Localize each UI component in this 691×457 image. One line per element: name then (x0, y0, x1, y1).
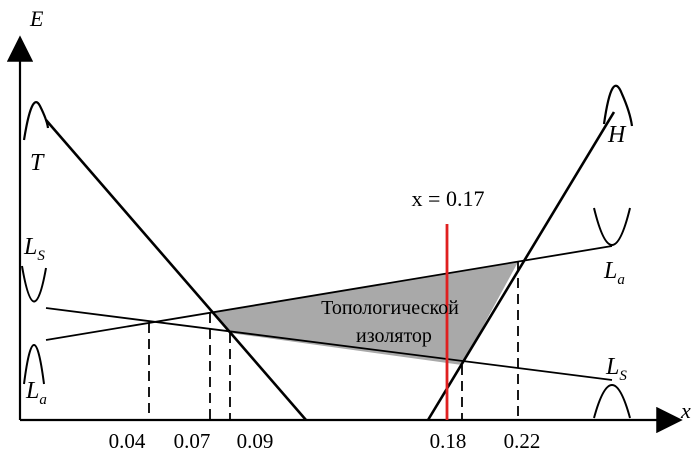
band-label-Ls-right: LS (605, 354, 627, 384)
tick-label-4: 0.22 (504, 429, 541, 453)
band-label-La-left: La (25, 378, 47, 408)
parabola-La-left (23, 344, 45, 385)
band-label-H: H (607, 122, 627, 148)
band-line-T (45, 119, 307, 421)
marker-label: x = 0.17 (412, 186, 485, 211)
parabola-Ls-right (593, 384, 631, 419)
tick-label-1: 0.07 (174, 429, 211, 453)
parabola-H (602, 84, 634, 127)
y-axis-label: E (29, 6, 44, 31)
band-label-T: T (30, 150, 45, 176)
tick-label-0: 0.04 (109, 429, 146, 453)
parabola-Ls-left (21, 265, 47, 303)
band-line-H (426, 111, 616, 421)
band-label-La-right: La (603, 258, 625, 288)
parabola-La-right (593, 207, 631, 246)
region-label-line2: изолятор (356, 325, 432, 347)
parabola-T (22, 101, 50, 141)
tick-label-2: 0.09 (237, 429, 274, 453)
region-label-line1: Топологической (321, 297, 459, 319)
tick-label-3: 0.18 (430, 429, 467, 453)
band-label-Ls-left: LS (23, 234, 45, 264)
x-axis-label: x (680, 398, 691, 423)
band-line-La (45, 245, 613, 341)
